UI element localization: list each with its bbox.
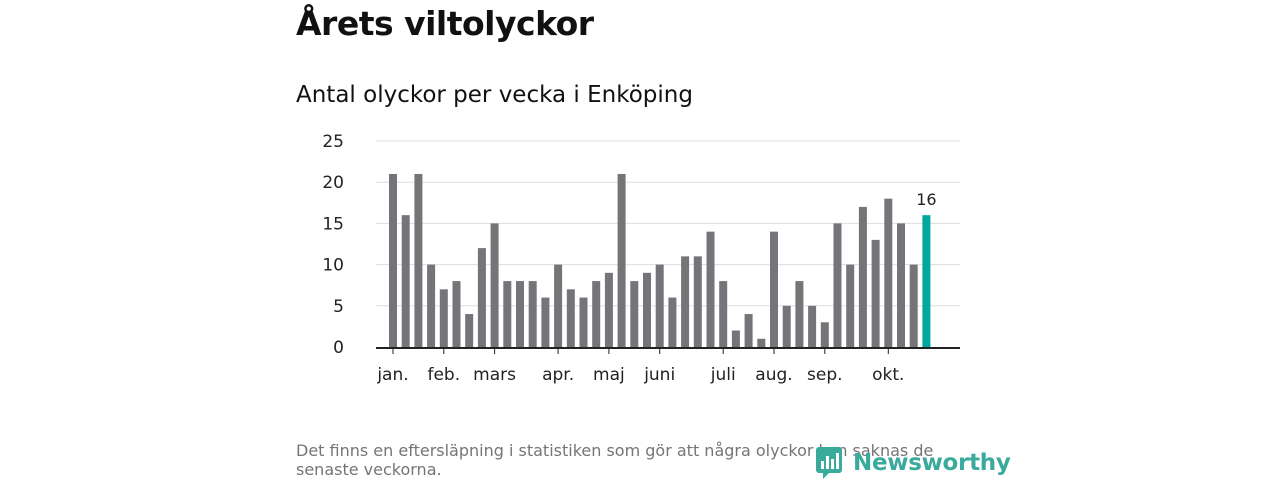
bar — [706, 231, 715, 347]
chart-title: Antal olyckor per vecka i Enköping — [296, 82, 693, 108]
bar — [566, 289, 575, 347]
bar-highlighted — [922, 215, 931, 347]
bar — [439, 289, 448, 347]
bar — [871, 239, 880, 347]
x-tick-label: jan. — [376, 365, 408, 385]
bar — [719, 281, 728, 347]
bar — [528, 281, 537, 347]
data-label: 16 — [916, 190, 936, 209]
x-tick-label: juli — [710, 365, 736, 385]
bar — [617, 173, 626, 347]
bar — [808, 305, 817, 347]
y-tick-label: 25 — [322, 132, 344, 152]
x-tick-label: feb. — [427, 365, 460, 385]
x-tick-label: apr. — [542, 365, 574, 385]
y-tick-label: 0 — [333, 338, 344, 358]
brand-logo[interactable]: Newsworthy — [815, 446, 1011, 480]
bar — [604, 272, 613, 347]
bar — [770, 231, 778, 347]
x-axis: jan. feb. mars apr. maj juni juli aug. sep. okt. — [376, 347, 960, 385]
bar — [554, 264, 563, 347]
bar — [414, 173, 423, 347]
bar — [731, 330, 740, 347]
chart-bars — [389, 173, 931, 347]
x-tick-label: sep. — [807, 365, 843, 385]
bar — [782, 305, 791, 347]
bar — [884, 198, 893, 347]
bar — [757, 338, 766, 347]
bar — [668, 297, 677, 347]
bar — [858, 206, 867, 347]
bar-chart: 0 5 10 15 20 25 16 jan. feb. mars apr. maj juni jul… — [322, 132, 960, 385]
brand-name: Newsworthy — [853, 450, 1011, 476]
page-title: Årets viltolyckor — [296, 4, 594, 43]
bar — [541, 297, 550, 347]
x-tick-label: maj — [593, 365, 625, 385]
bar — [744, 314, 753, 347]
bar — [503, 281, 512, 347]
newsworthy-logo-icon — [816, 447, 842, 479]
bar — [490, 223, 499, 347]
bar — [833, 223, 842, 347]
bar — [643, 272, 651, 347]
y-tick-label: 20 — [322, 173, 344, 193]
bar — [655, 264, 664, 347]
bar — [477, 248, 486, 347]
bar — [820, 322, 829, 347]
bar — [389, 173, 397, 347]
bar — [516, 281, 524, 347]
bar — [681, 256, 690, 347]
y-tick-label: 15 — [322, 214, 344, 234]
bar — [452, 281, 461, 347]
y-axis-ticks: 0 5 10 15 20 25 — [322, 132, 344, 358]
bar — [630, 281, 639, 347]
bar — [897, 223, 905, 347]
bar — [909, 264, 918, 347]
x-tick-label: juni — [643, 365, 675, 385]
bar — [579, 297, 588, 347]
bar — [795, 281, 804, 347]
bar — [465, 314, 474, 347]
bar — [401, 215, 410, 347]
bar — [846, 264, 855, 347]
y-tick-label: 5 — [333, 297, 344, 317]
x-tick-label: mars — [473, 365, 516, 385]
x-tick-label: okt. — [872, 365, 904, 385]
bar — [592, 281, 601, 347]
y-tick-label: 10 — [322, 256, 344, 276]
footnote: Det finns en eftersläpning i statistiken… — [296, 441, 934, 479]
chart-data-labels: 16 — [916, 190, 936, 209]
bar — [427, 264, 436, 347]
x-tick-label: aug. — [755, 365, 792, 385]
bar — [693, 256, 702, 347]
